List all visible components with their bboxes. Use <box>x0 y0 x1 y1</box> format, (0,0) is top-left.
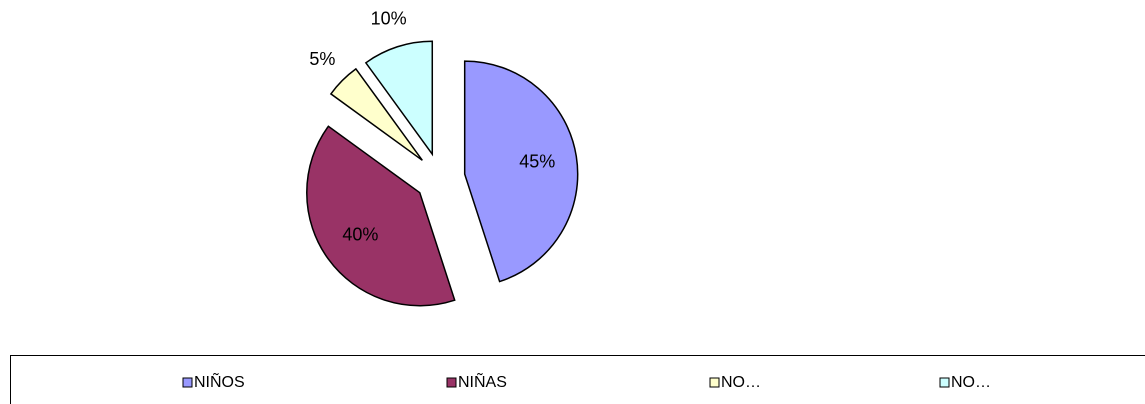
legend-label: NIÑAS <box>458 371 507 391</box>
pie-slice <box>364 40 434 157</box>
legend-label: NO… <box>951 374 991 391</box>
data-label: 5% <box>309 49 335 69</box>
legend-swatch <box>446 377 457 388</box>
pie-slice <box>329 67 423 161</box>
legend-label: NO… <box>721 374 761 391</box>
data-label: 10% <box>371 9 407 29</box>
legend-label: NIÑOS <box>194 371 245 391</box>
legend-swatch <box>939 377 950 388</box>
legend-swatch <box>709 377 720 388</box>
pie-slice <box>463 60 579 283</box>
legend-box <box>10 355 1145 404</box>
data-label: 45% <box>519 151 555 171</box>
legend-swatch <box>182 377 193 388</box>
data-label: 40% <box>342 225 378 245</box>
pie-slice <box>306 125 456 307</box>
